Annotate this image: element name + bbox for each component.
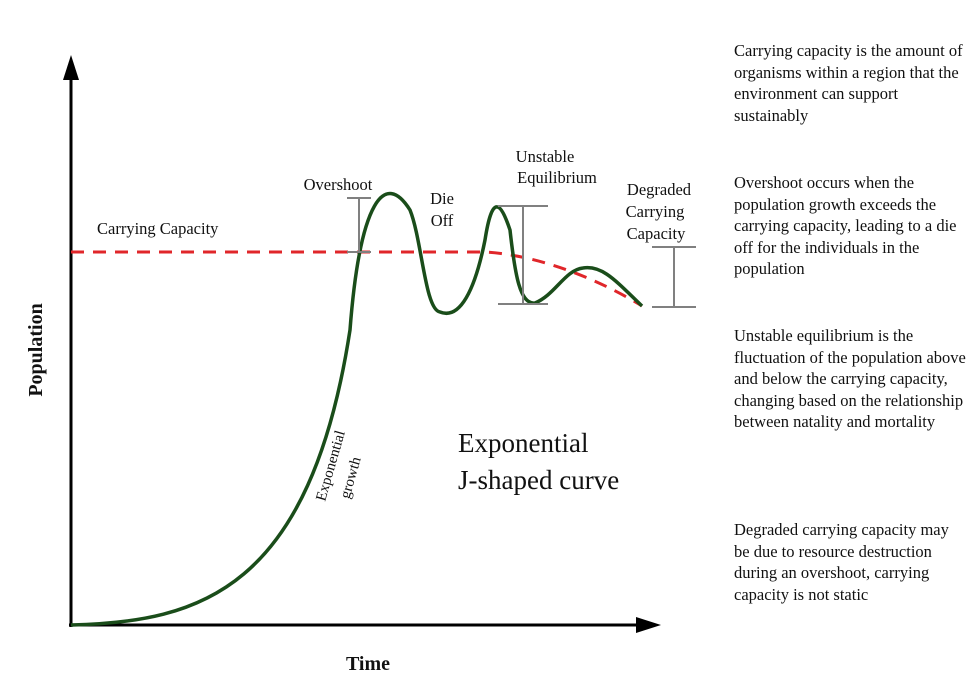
note-carrying-capacity: Carrying capacity is the amount of organ… [734,41,963,125]
carrying-capacity-line [71,250,643,308]
curve-title-line1: Exponential [458,428,588,458]
unstable-equilibrium-label-line1: Unstable [516,147,575,166]
degraded-capacity-label-line2: Carrying [626,202,685,221]
note-unstable-equilibrium: Unstable equilibrium is the fluctuation … [734,326,966,431]
note-overshoot: Overshoot occurs when the population gro… [734,173,957,278]
die-off-label-line2: Off [431,211,454,230]
die-off-label-line1: Die [430,189,454,208]
unstable-equilibrium-label-line2: Equilibrium [517,168,597,187]
degraded-capacity-bracket [652,246,696,308]
population-curve [70,191,644,627]
x-axis-arrowhead [636,617,661,633]
unstable-equilibrium-bracket [498,205,548,305]
overshoot-label: Overshoot [304,175,373,194]
degraded-capacity-label-line3: Capacity [627,224,686,243]
note-degraded-capacity: Degraded carrying capacity may be due to… [734,520,949,604]
curve-title-line2: J-shaped curve [458,465,619,495]
exponential-growth-label-line2: growth [338,455,365,501]
overshoot-bracket [347,197,371,253]
x-axis-label: Time [346,653,390,675]
y-axis-arrowhead [63,55,79,80]
carrying-capacity-label: Carrying Capacity [97,219,219,238]
degraded-capacity-label-line1: Degraded [627,180,692,199]
y-axis-label: Population [25,303,47,396]
